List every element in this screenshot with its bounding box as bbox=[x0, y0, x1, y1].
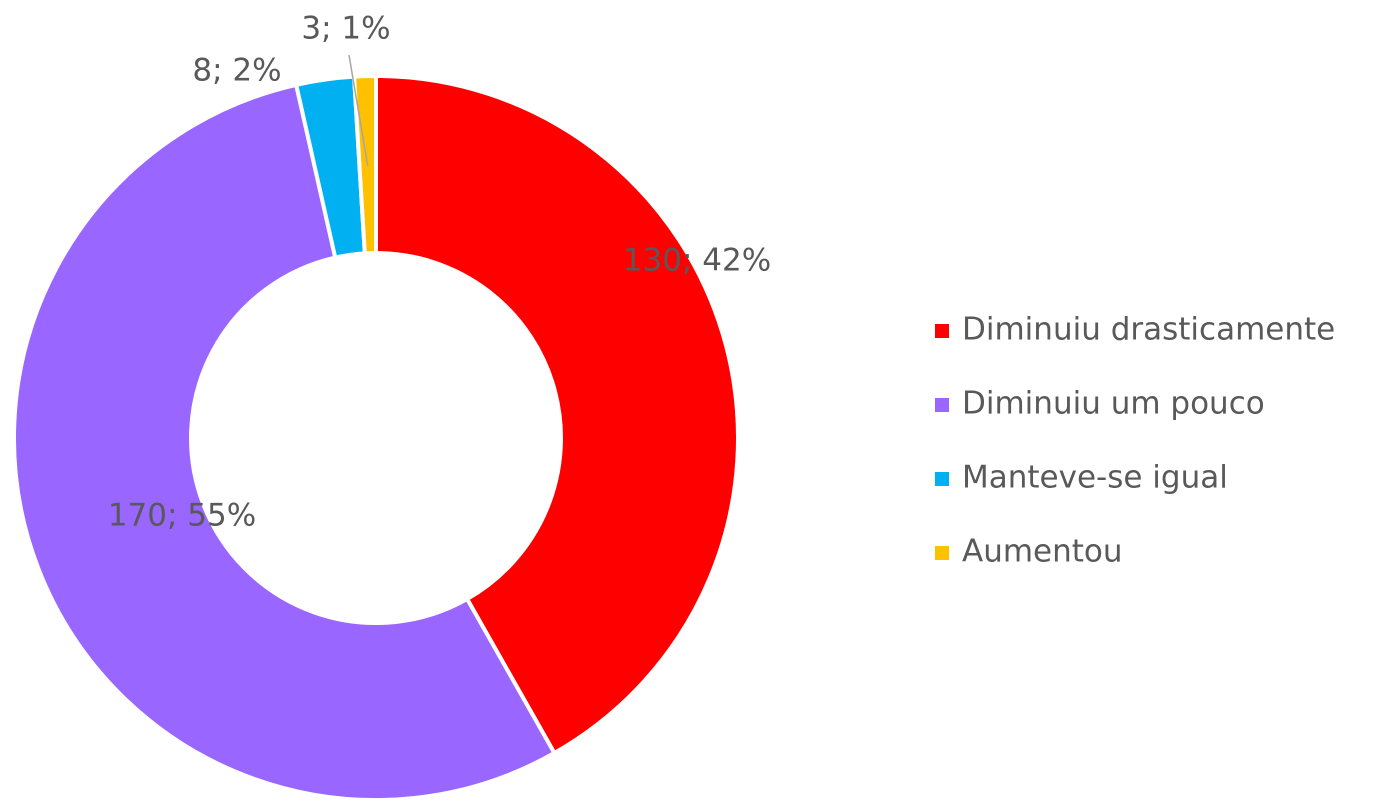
data-label: 8; 2% bbox=[192, 53, 281, 89]
data-label: 130; 42% bbox=[623, 243, 771, 279]
legend-swatch bbox=[935, 546, 949, 560]
legend-swatch bbox=[935, 324, 949, 338]
legend-swatch bbox=[935, 398, 949, 412]
legend-label: Manteve-se igual bbox=[962, 460, 1228, 496]
leader-line bbox=[348, 54, 369, 167]
data-label: 170; 55% bbox=[108, 498, 256, 534]
legend-label: Diminuiu drasticamente bbox=[962, 312, 1335, 348]
legend-swatch bbox=[935, 472, 949, 486]
donut-segment bbox=[12, 82, 558, 801]
data-label: 3; 1% bbox=[301, 11, 390, 47]
donut-segment bbox=[374, 73, 740, 756]
legend-label: Diminuiu um pouco bbox=[962, 386, 1265, 422]
legend-label: Aumentou bbox=[962, 534, 1123, 570]
